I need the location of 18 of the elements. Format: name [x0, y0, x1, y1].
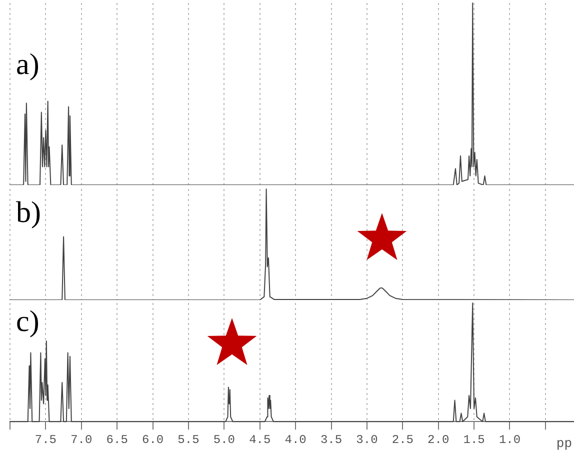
x-tick-label: 2.0 — [428, 432, 450, 447]
chart-title: b) — [16, 196, 41, 230]
x-tick-label: 4.5 — [249, 432, 271, 447]
x-tick-label: 4.0 — [284, 432, 306, 447]
chart-title: c) — [16, 305, 40, 339]
x-tick-label: 5.0 — [213, 432, 235, 447]
x-tick-label: 1.0 — [498, 432, 521, 447]
text: a) — [16, 48, 40, 82]
x-axis-title: pp — [556, 436, 572, 452]
x-tick-label: 1.5 — [463, 432, 485, 447]
x-tick-label: 3.5 — [320, 432, 342, 447]
x-tick-label: 6.0 — [142, 432, 164, 447]
x-tick-label: 7.0 — [70, 432, 92, 447]
x-tick-label: 3.0 — [356, 432, 378, 447]
x-tick-label: 7.5 — [34, 432, 56, 447]
x-tick-label: 6.5 — [106, 432, 128, 447]
x-tick-label: 5.5 — [178, 432, 200, 447]
x-tick-label: 2.5 — [392, 432, 414, 447]
